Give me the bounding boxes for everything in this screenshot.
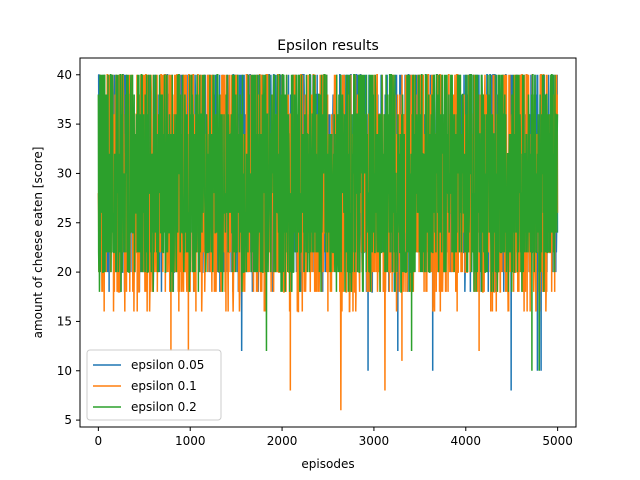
x-tick-label: 0 [95,434,103,448]
chart-title: Epsilon results [277,38,379,54]
x-tick-label: 5000 [542,434,573,448]
legend-label: epsilon 0.2 [131,400,197,414]
y-tick-label: 10 [57,364,72,378]
y-tick-label: 40 [57,68,72,82]
y-tick-label: 25 [57,216,72,230]
y-tick-label: 5 [64,413,72,427]
y-axis-label: amount of cheese eaten [score] [31,147,45,339]
x-tick-label: 2000 [267,434,298,448]
y-tick-label: 30 [57,166,72,180]
series-line-epsilon-0-2 [97,74,559,371]
y-tick-label: 35 [57,117,72,131]
x-axis-label: episodes [301,457,354,471]
x-tick-label: 4000 [451,434,482,448]
legend-box [86,349,222,421]
plot-frame [79,57,577,428]
x-tick-label: 3000 [359,434,390,448]
legend: epsilon 0.05 epsilon 0.1 epsilon 0.2 [86,349,222,421]
x-tick-label: 1000 [175,434,206,448]
y-tick-label: 20 [57,265,72,279]
y-tick-label: 15 [57,314,72,328]
legend-label: epsilon 0.05 [131,358,204,372]
legend-label: epsilon 0.1 [131,379,197,393]
